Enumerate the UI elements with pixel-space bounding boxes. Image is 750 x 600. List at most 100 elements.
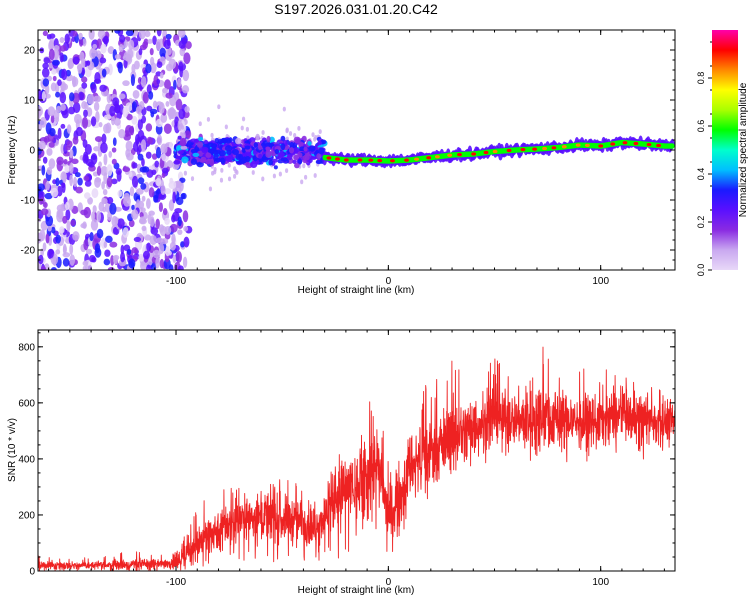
spectrogram-cell	[168, 199, 175, 211]
spectrogram-cell	[48, 142, 55, 148]
spectrogram-cell	[61, 68, 68, 81]
spectrogram-cell	[435, 155, 440, 159]
spectrogram-cell	[82, 38, 87, 47]
spectrogram-cell	[152, 35, 157, 46]
spectrogram-cell	[155, 218, 160, 230]
spectrogram-cell	[90, 83, 97, 94]
spectrogram-cell	[81, 82, 88, 89]
colorbar-tick-label: 0.6	[696, 120, 706, 133]
spectrogram-cell	[135, 188, 144, 195]
spectrogram-cell	[178, 61, 184, 72]
spectrogram-cell	[117, 190, 123, 198]
spectrogram-cell	[81, 76, 88, 83]
spectrogram-cell	[181, 192, 187, 200]
spectrogram-cell	[126, 113, 133, 121]
spectrogram-cell	[192, 152, 200, 157]
spectrogram-cell	[551, 146, 557, 150]
spectrogram-cell	[318, 147, 325, 155]
spectrogram-cell	[190, 176, 195, 182]
spectrogram-cell	[190, 158, 198, 166]
spectrogram-cell	[162, 87, 168, 94]
spectrogram-cell	[45, 181, 50, 191]
spectrogram-cell	[43, 201, 48, 209]
spectrogram-cell	[70, 219, 76, 227]
spectrogram-cell	[181, 37, 188, 44]
spectrogram-cell	[75, 186, 84, 194]
spectrogram-cell	[280, 143, 286, 150]
spectrogram-cell	[47, 226, 52, 232]
spectrogram-cell	[335, 157, 340, 161]
spectrogram-cell	[210, 132, 214, 138]
spectrogram-cell	[165, 33, 172, 40]
spectrogram-cell	[163, 258, 171, 270]
spectrogram-cell	[250, 160, 258, 169]
spectrogram-cell	[102, 188, 108, 196]
spectrogram-cell	[103, 241, 108, 249]
spectrogram-cell	[311, 132, 315, 138]
snr-marks	[38, 346, 675, 571]
spectrogram-cell	[78, 32, 83, 40]
spectrogram-cell	[83, 238, 89, 251]
spectrogram-cell	[181, 85, 190, 94]
spectrogram-cell	[137, 129, 145, 142]
spectrogram-cell	[46, 167, 53, 175]
spectrogram-cell	[149, 62, 157, 74]
colorbar-tick-label: 0.4	[696, 168, 706, 181]
spectrogram-cell	[100, 43, 107, 54]
spectrogram-cell	[292, 159, 297, 165]
spectrogram-cell	[226, 150, 232, 155]
spectrogram-cell	[154, 160, 160, 168]
spectrogram-cell	[206, 116, 211, 122]
spectrogram-cell	[261, 176, 265, 182]
spectrogram-cell	[59, 226, 65, 234]
spectrogram-cell	[96, 210, 102, 223]
spectrogram-cell	[105, 235, 113, 244]
spectrogram-cell	[244, 151, 252, 156]
spectrogram-cell	[139, 216, 146, 224]
spectrogram-cell	[103, 153, 108, 166]
spectrogram-cell	[128, 219, 135, 228]
spectrogram-cell	[139, 166, 147, 173]
spectrogram-cell	[303, 146, 308, 152]
spectrogram-cell	[176, 182, 180, 188]
spectrogram-cell	[53, 48, 60, 60]
spectrogram-cell	[159, 258, 165, 269]
spectrogram-cell	[404, 158, 409, 162]
y-tick-label: 800	[18, 342, 35, 353]
spectrogram-cell	[80, 209, 89, 216]
spectrogram-cell	[483, 150, 489, 155]
spectrogram-cell	[183, 236, 190, 248]
spectrogram-cell	[288, 131, 293, 136]
spectrogram-cell	[88, 30, 95, 40]
spectrogram-cell	[74, 113, 82, 125]
spectrogram-cell	[166, 160, 173, 169]
spectrogram-cell	[106, 164, 113, 177]
spectrogram-cell	[56, 156, 64, 166]
spectrogram-cell	[51, 226, 56, 234]
spectrogram-cell	[179, 137, 187, 145]
spectrogram-cell	[117, 61, 123, 74]
spectrogram-cell	[126, 248, 132, 256]
spectrogram-cell	[140, 183, 147, 190]
spectrogram-cell	[120, 252, 126, 263]
colorbar-tick-label: 0.2	[696, 216, 706, 229]
spectrogram-cell	[253, 142, 259, 148]
spectrogram-cell	[51, 69, 57, 75]
spectrogram-cell	[84, 192, 91, 200]
spectrogram-cell	[72, 136, 79, 145]
spectrogram-cell	[91, 211, 96, 221]
spectrogram-cell	[42, 242, 47, 252]
spectrogram-cell	[99, 57, 107, 64]
spectrogram-cell	[57, 208, 64, 220]
spectrogram-cell	[177, 265, 184, 270]
spectrogram-cell	[101, 133, 107, 144]
spectrogram-cell	[300, 179, 304, 185]
spectrogram-cell	[64, 165, 70, 174]
spectrogram-cell	[46, 147, 53, 156]
spectrogram-cell	[55, 234, 61, 244]
spectrogram-cell	[60, 81, 67, 92]
snr-x-axis-label: Height of straight line (km)	[298, 585, 415, 596]
spectrogram-cell	[213, 166, 217, 172]
spectrogram-cell	[81, 101, 87, 110]
spectrogram-cell	[60, 123, 66, 129]
